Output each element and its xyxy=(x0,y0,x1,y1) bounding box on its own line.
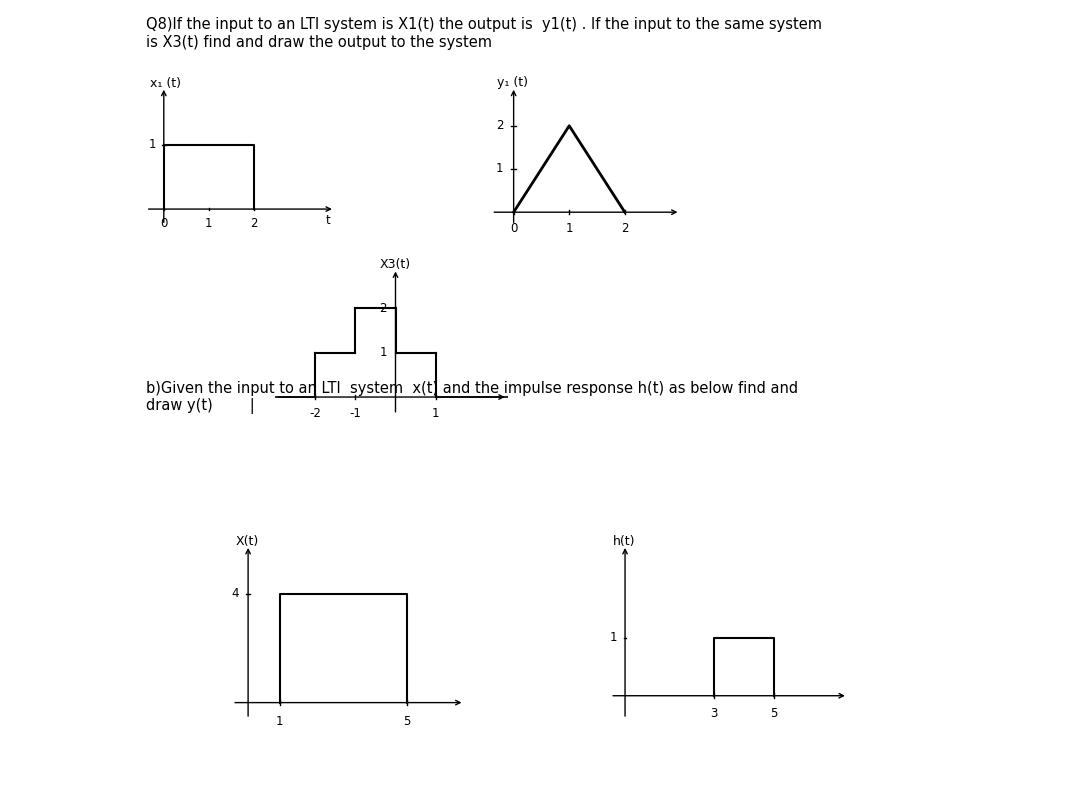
Text: 1: 1 xyxy=(432,407,440,419)
Text: 2: 2 xyxy=(251,217,257,231)
Text: 0: 0 xyxy=(510,222,517,235)
Text: 2: 2 xyxy=(496,119,503,132)
Text: t: t xyxy=(326,214,330,228)
Text: Q8)If the input to an LTI system is X1(t) the output is  y1(t) . If the input to: Q8)If the input to an LTI system is X1(t… xyxy=(146,17,822,50)
Text: 1: 1 xyxy=(379,346,387,359)
Text: y₁ (t): y₁ (t) xyxy=(497,76,528,89)
Text: 0: 0 xyxy=(160,217,167,231)
Text: X3(t): X3(t) xyxy=(380,258,411,271)
Text: 1: 1 xyxy=(610,631,618,645)
Text: 1: 1 xyxy=(205,217,213,231)
Text: -1: -1 xyxy=(350,407,362,419)
Text: 2: 2 xyxy=(621,222,629,235)
Text: 1: 1 xyxy=(148,138,156,151)
Text: 5: 5 xyxy=(770,707,778,720)
Text: 5: 5 xyxy=(404,715,410,728)
Text: 1: 1 xyxy=(496,163,503,175)
Text: -2: -2 xyxy=(310,407,322,419)
Text: X(t): X(t) xyxy=(235,535,258,547)
Text: h(t): h(t) xyxy=(613,535,636,548)
Text: 1: 1 xyxy=(276,715,284,728)
Text: 2: 2 xyxy=(379,302,387,315)
Text: 4: 4 xyxy=(231,588,239,600)
Text: b)Given the input to an LTI  system  x(t) and the impulse response h(t) as below: b)Given the input to an LTI system x(t) … xyxy=(146,381,798,414)
Text: x₁ (t): x₁ (t) xyxy=(150,77,181,90)
Text: 1: 1 xyxy=(566,222,573,235)
Text: 3: 3 xyxy=(711,707,718,720)
